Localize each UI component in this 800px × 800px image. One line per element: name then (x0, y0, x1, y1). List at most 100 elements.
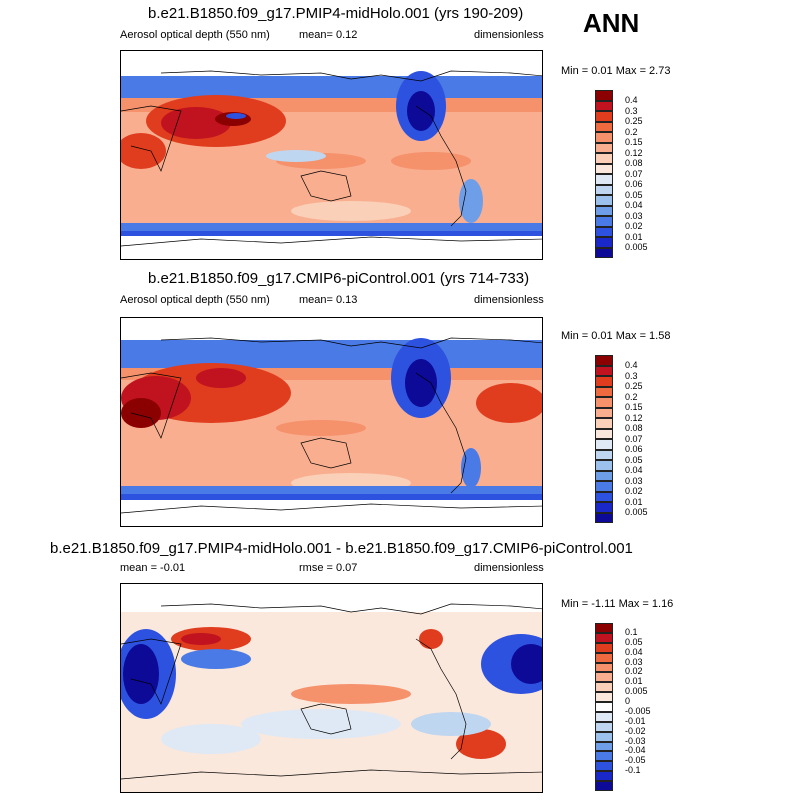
panel1-title: b.e21.B1850.f09_g17.PMIP4-midHolo.001 (y… (148, 5, 524, 22)
colorbar-tick-label: 0.04 (625, 200, 643, 211)
colorbar-tick-label: 0.03 (625, 475, 643, 486)
colorbar-tick-label: 0.4 (625, 360, 638, 371)
colorbar-tick-label: 0.08 (625, 423, 643, 434)
panel1-units-label: dimensionless (474, 29, 544, 41)
colorbar-swatch (595, 90, 613, 101)
colorbar-tick-label: -0.01 (625, 715, 646, 726)
panel2-title: b.e21.B1850.f09_g17.CMIP6-piControl.001 … (148, 270, 530, 287)
panel2-mean-label: mean= 0.13 (299, 294, 358, 306)
colorbar-tick-label: 0.15 (625, 402, 643, 413)
colorbar-tick-label: 0.02 (625, 486, 643, 497)
panel3-colorbar-labels: 0.1 0.05 0.04 0.03 0.02 0.01 0.005 0 -0.005 -0.01… (625, 626, 651, 776)
colorbar-tick-label: 0.01 (625, 676, 643, 687)
colorbar-swatch (595, 449, 613, 460)
colorbar-tick-label: 0.005 (625, 686, 648, 697)
colorbar-tick-label: 0.02 (625, 221, 643, 232)
colorbar-swatch (595, 184, 613, 195)
colorbar-swatch (595, 781, 613, 791)
colorbar-tick-label: 0.4 (625, 95, 638, 106)
colorbar-tick-label: 0.04 (625, 646, 643, 657)
colorbar-tick-label: 0.12 (625, 147, 643, 158)
colorbar-swatch (595, 163, 613, 174)
colorbar-swatch (595, 132, 613, 143)
colorbar-swatch (595, 407, 613, 418)
panel2-minmax: Min = 0.01 Max = 1.58 (561, 330, 671, 342)
colorbar-swatch (595, 142, 613, 153)
colorbar-tick-label: -0.005 (625, 705, 651, 716)
colorbar-tick-label: 0.02 (625, 666, 643, 677)
colorbar-swatch (595, 751, 613, 762)
colorbar-tick-label: 0.25 (625, 116, 643, 127)
colorbar-swatch (595, 731, 613, 742)
panel3-minmax: Min = -1.11 Max = 1.16 (561, 598, 674, 610)
panel2-map (120, 317, 543, 527)
colorbar-tick-label: 0.005 (625, 507, 648, 518)
panel2-colorbar-labels: 0.4 0.3 0.25 0.2 0.15 0.12 0.08 0.07 0.06 0.05 0.0… (625, 360, 648, 518)
colorbar-swatch (595, 721, 613, 732)
colorbar-swatch (595, 121, 613, 132)
colorbar-tick-label: 0.04 (625, 465, 643, 476)
colorbar-swatch (595, 376, 613, 387)
colorbar-tick-label: 0.03 (625, 656, 643, 667)
colorbar-swatch (595, 247, 613, 258)
panel3-colorbar (595, 623, 613, 791)
colorbar-tick-label: 0.3 (625, 370, 638, 381)
colorbar-swatch (595, 237, 613, 248)
colorbar-tick-label: -0.02 (625, 725, 646, 736)
colorbar-swatch (595, 771, 613, 781)
colorbar-swatch (595, 502, 613, 513)
colorbar-tick-label: 0.05 (625, 454, 643, 465)
colorbar-swatch (595, 216, 613, 227)
colorbar-tick-label: 0.12 (625, 412, 643, 423)
colorbar-tick-label: 0.25 (625, 381, 643, 392)
panel2-units-label: dimensionless (474, 294, 544, 306)
panel1-colorbar (595, 90, 613, 258)
colorbar-swatch (595, 632, 613, 643)
panel1-variable-label: Aerosol optical depth (550 nm) (120, 29, 270, 41)
colorbar-tick-label: -0.04 (625, 745, 646, 756)
panel3-mean-label: mean = -0.01 (120, 562, 186, 574)
colorbar-swatch (595, 460, 613, 471)
colorbar-tick-label: 0.15 (625, 137, 643, 148)
colorbar-tick-label: 0.08 (625, 158, 643, 169)
panel1-minmax: Min = 0.01 Max = 2.73 (561, 65, 671, 77)
colorbar-swatch (595, 623, 613, 633)
panel1-map (120, 50, 543, 260)
colorbar-swatch (595, 672, 613, 683)
colorbar-tick-label: -0.03 (625, 735, 646, 746)
colorbar-swatch (595, 100, 613, 111)
panel3-map (120, 583, 543, 793)
colorbar-tick-label: 0.07 (625, 433, 643, 444)
panel3-rmse-label: rmse = 0.07 (299, 562, 358, 574)
colorbar-swatch (595, 761, 613, 772)
colorbar-swatch (595, 365, 613, 376)
panel2-colorbar (595, 355, 613, 523)
panel3-title: b.e21.B1850.f09_g17.PMIP4-midHolo.001 - … (50, 540, 633, 557)
colorbar-tick-label: 0.05 (625, 636, 643, 647)
colorbar-tick-label: 0.01 (625, 231, 643, 242)
colorbar-tick-label: 0.1 (625, 626, 638, 637)
colorbar-swatch (595, 491, 613, 502)
colorbar-swatch (595, 386, 613, 397)
colorbar-tick-label: 0.06 (625, 179, 643, 190)
colorbar-swatch (595, 702, 613, 712)
colorbar-tick-label: 0.2 (625, 391, 638, 402)
colorbar-tick-label: 0.2 (625, 126, 638, 137)
season-label: ANN (583, 8, 640, 38)
panel3-units-label: dimensionless (474, 562, 544, 574)
colorbar-tick-label: 0.005 (625, 242, 648, 253)
colorbar-swatch (595, 174, 613, 185)
colorbar-tick-label: -0.1 (625, 765, 641, 776)
colorbar-swatch (595, 692, 613, 702)
panel2-variable-label: Aerosol optical depth (550 nm) (120, 294, 270, 306)
colorbar-swatch (595, 195, 613, 206)
colorbar-swatch (595, 205, 613, 216)
colorbar-swatch (595, 439, 613, 450)
colorbar-swatch (595, 642, 613, 653)
colorbar-tick-label: 0.07 (625, 168, 643, 179)
colorbar-swatch (595, 418, 613, 429)
colorbar-swatch (595, 741, 613, 752)
colorbar-swatch (595, 682, 613, 693)
colorbar-swatch (595, 470, 613, 481)
colorbar-tick-label: 0.01 (625, 496, 643, 507)
